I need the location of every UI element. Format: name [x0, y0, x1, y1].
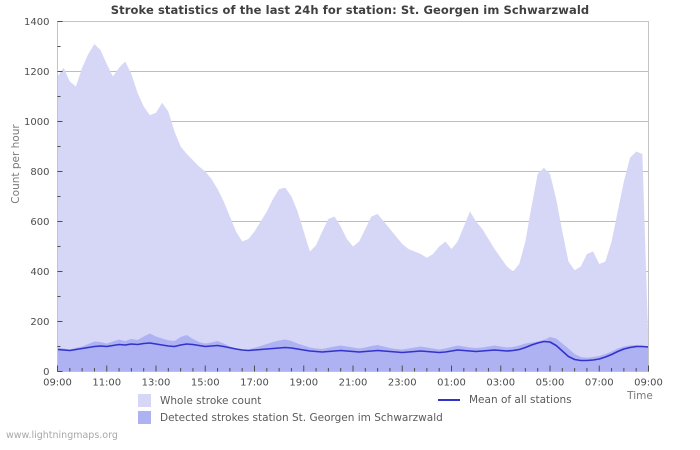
- svg-text:1400: 1400: [24, 17, 49, 28]
- x-axis-label: Time: [627, 390, 653, 402]
- legend-label-whole: Whole stroke count: [160, 394, 262, 407]
- chart-legend: Whole stroke count Detected strokes stat…: [0, 394, 700, 428]
- svg-text:400: 400: [30, 267, 49, 278]
- legend-item-whole-stroke-count: Whole stroke count: [138, 394, 261, 407]
- legend-label-station: Detected strokes station St. Georgen im …: [160, 411, 443, 424]
- svg-text:05:00: 05:00: [536, 378, 565, 389]
- footer-credit: www.lightningmaps.org: [6, 430, 118, 441]
- svg-text:0: 0: [43, 367, 49, 378]
- svg-text:1000: 1000: [24, 117, 49, 128]
- svg-text:03:00: 03:00: [486, 378, 515, 389]
- area-series-group: [57, 44, 649, 372]
- svg-text:11:00: 11:00: [92, 378, 121, 389]
- x-axis-ticks: 09:00 11:00 13:00 15:00 17:00 19:00 21:00 23:00…: [43, 365, 663, 389]
- legend-swatch-station: [138, 411, 151, 424]
- legend-label-mean: Mean of all stations: [469, 394, 572, 406]
- svg-text:13:00: 13:00: [142, 378, 171, 389]
- svg-text:15:00: 15:00: [191, 378, 220, 389]
- svg-text:800: 800: [30, 167, 49, 178]
- svg-text:21:00: 21:00: [339, 378, 368, 389]
- legend-line-mean: [438, 399, 460, 401]
- svg-text:09:00: 09:00: [43, 378, 72, 389]
- legend-item-mean-of-all-stations: Mean of all stations: [438, 394, 572, 406]
- svg-text:17:00: 17:00: [240, 378, 269, 389]
- y-axis-ticks: 0 200 400 600 800 1000 1200 1400: [24, 17, 63, 378]
- legend-swatch-whole: [138, 394, 151, 407]
- plot-area: 0 200 400 600 800 1000 1200 1400 09:00 11:00 13:0…: [24, 17, 663, 389]
- svg-text:23:00: 23:00: [388, 378, 417, 389]
- svg-text:01:00: 01:00: [437, 378, 466, 389]
- svg-text:600: 600: [30, 217, 49, 228]
- svg-text:1200: 1200: [24, 67, 49, 78]
- svg-text:19:00: 19:00: [289, 378, 318, 389]
- legend-item-detected-strokes-station: Detected strokes station St. Georgen im …: [138, 411, 443, 424]
- page-title: Stroke statistics of the last 24h for st…: [110, 3, 590, 17]
- svg-text:07:00: 07:00: [585, 378, 614, 389]
- svg-text:200: 200: [30, 317, 49, 328]
- svg-text:09:00: 09:00: [634, 378, 663, 389]
